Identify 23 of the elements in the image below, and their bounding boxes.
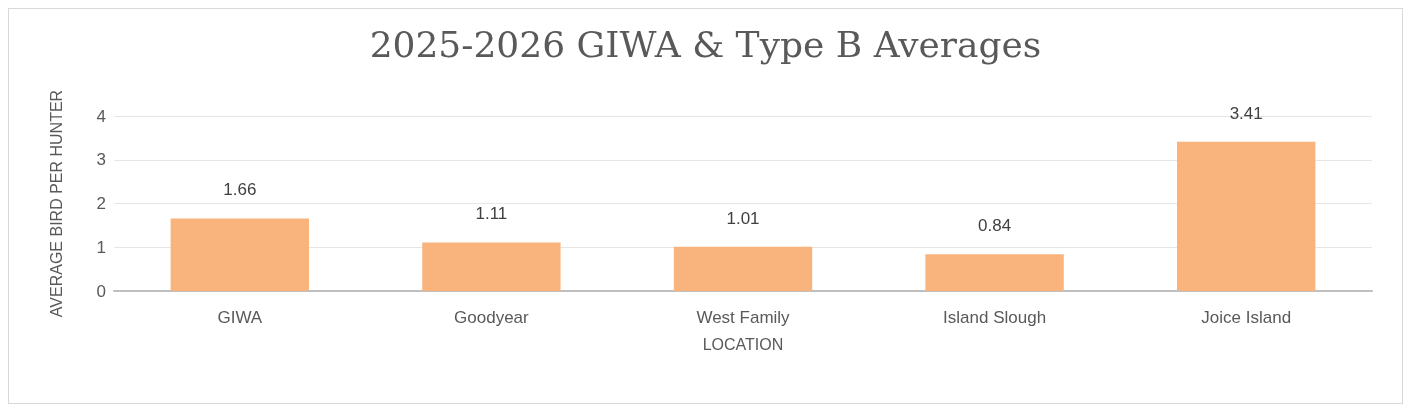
y-axis-title: AVERAGE BIRD PER HUNTER [47,89,65,318]
y-tick-label: 1 [96,237,106,257]
x-tick-label: GIWA [217,308,263,327]
x-tick-label: Joice Island [1201,308,1292,327]
data-label: 3.41 [1229,103,1263,123]
bar [1177,141,1316,291]
bar [170,218,309,291]
bar [422,242,561,291]
y-tick-label: 0 [96,281,106,301]
x-tick-label: West Family [696,308,791,327]
data-label: 1.01 [726,208,760,228]
bar [925,254,1064,291]
y-tick-label: 2 [96,194,106,213]
data-label: 1.66 [223,180,257,200]
x-tick-label: Goodyear [454,308,530,327]
bar [673,246,813,291]
x-tick-label: Island Slough [943,308,1047,327]
data-label: 1.11 [475,204,508,224]
x-axis-title: LOCATION [702,335,784,353]
y-tick-label: 4 [96,106,106,126]
y-tick-label: 3 [96,150,106,170]
data-label: 0.84 [978,216,1012,236]
chart-title: 2025-2026 GIWA & Type B Averages [369,23,1042,65]
